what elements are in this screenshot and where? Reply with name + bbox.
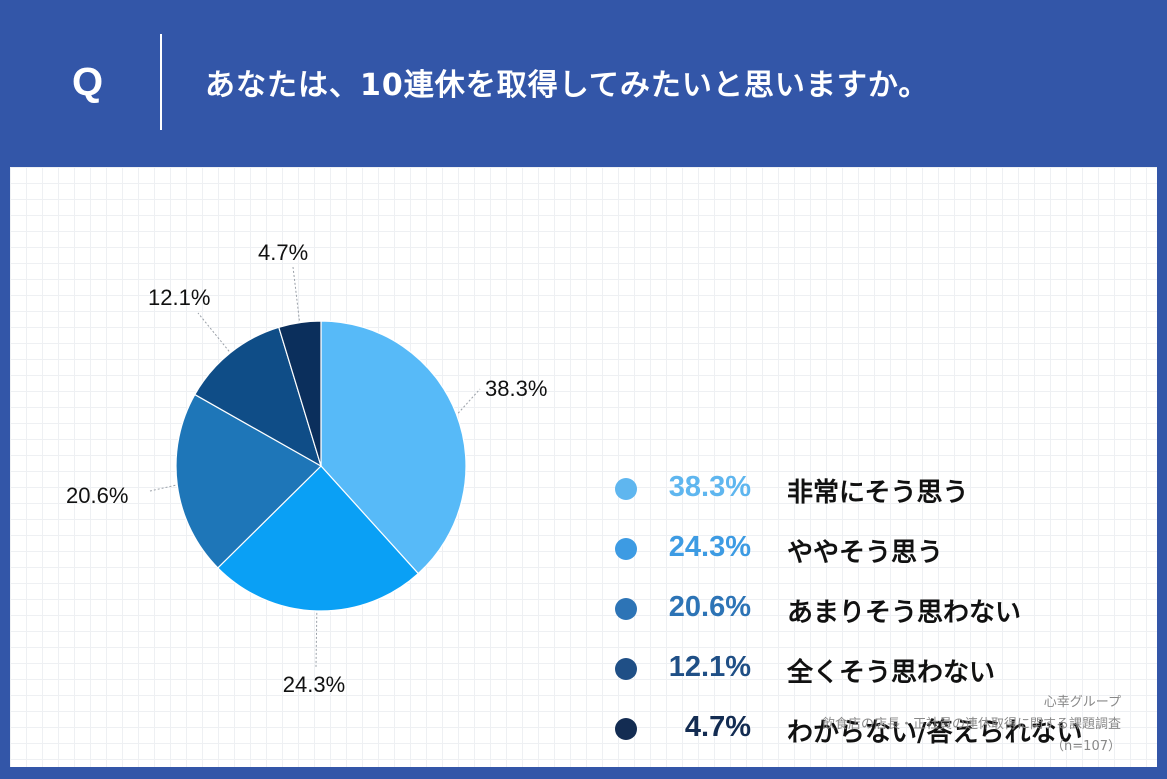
header-divider: [160, 34, 162, 130]
pie-chart: 38.3% 24.3% 20.6% 12.1% 4.7%: [66, 240, 547, 697]
leader-line-not-at-all: [197, 312, 230, 352]
legend-item-not-really: 20.6% あまりそう思わない: [605, 587, 1145, 631]
leader-line-very-much: [457, 388, 481, 414]
legend-label: 非常にそう思う: [787, 478, 969, 508]
leader-line-somewhat: [315, 612, 318, 668]
legend-dot: [615, 538, 637, 560]
slice-label-unknown: 4.7%: [258, 240, 308, 265]
slice-label-not-at-all: 12.1%: [148, 285, 210, 310]
pie-slice-unknown: [278, 320, 322, 467]
source-survey: 飲食店の店長・正社員の連休取得に関する課題調査: [821, 717, 1121, 732]
legend-dot: [615, 598, 637, 620]
legend-dot: [615, 658, 637, 680]
legend-label: ややそう思う: [787, 538, 944, 568]
pie-slice-not-at-all: [194, 326, 323, 468]
legend-percent: 12.1%: [668, 651, 751, 683]
question-header: Q あなたは、10連休を取得してみたいと思いますか。: [0, 0, 1167, 165]
source-company: 心幸グループ: [1043, 695, 1121, 710]
slice-label-somewhat: 24.3%: [283, 672, 345, 697]
question-text: あなたは、10連休を取得してみたいと思いますか。: [205, 68, 930, 103]
legend-percent: 4.7%: [684, 711, 751, 743]
legend-percent: 24.3%: [668, 531, 751, 563]
legend-dot: [615, 478, 637, 500]
source-sample: （n=107）: [1051, 739, 1121, 754]
leader-line-not-really: [149, 484, 176, 492]
legend-label: あまりそう思わない: [787, 598, 1022, 628]
chart-panel: 38.3% 24.3% 20.6% 12.1% 4.7% 38.3% 非常にそう思う 24.…: [10, 167, 1157, 767]
legend-item-somewhat: 24.3% ややそう思う: [605, 527, 1145, 571]
legend-label: わからない/答えられない: [787, 718, 1083, 748]
legend-item-very-much: 38.3% 非常にそう思う: [605, 467, 1145, 511]
legend-percent: 20.6%: [668, 591, 751, 623]
q-mark: Q: [72, 60, 104, 104]
legend-item-not-at-all: 12.1% 全くそう思わない: [605, 647, 1145, 691]
legend-dot: [615, 718, 637, 740]
slice-label-very-much: 38.3%: [485, 376, 547, 401]
pie-slice-somewhat: [216, 465, 420, 612]
leader-line-unknown: [292, 266, 300, 321]
legend-item-unknown: 4.7% わからない/答えられない: [605, 707, 1145, 751]
pie-slice-not-really: [175, 393, 322, 569]
slice-label-not-really: 20.6%: [66, 483, 128, 508]
legend-label: 全くそう思わない: [787, 658, 996, 688]
pie-slice-very-much: [320, 320, 467, 575]
legend-percent: 38.3%: [668, 471, 751, 503]
